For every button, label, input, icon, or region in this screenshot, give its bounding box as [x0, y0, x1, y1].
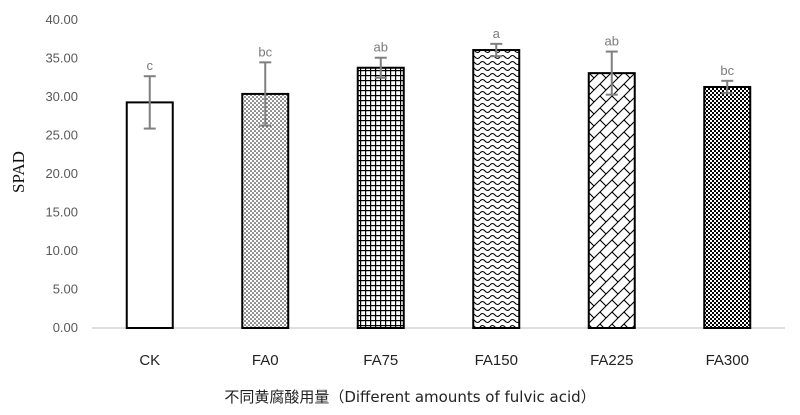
category-labels: CK FA0 FA75 FA150 FA225 FA300 [139, 352, 749, 369]
significance-letter: a [493, 26, 501, 41]
y-tick-label: 0.00 [53, 320, 78, 335]
bar-fa300 [703, 85, 752, 329]
x-tick-label: FA0 [252, 352, 279, 369]
x-tick-label: FA150 [475, 352, 518, 369]
x-tick-label: CK [139, 352, 160, 369]
significance-letter: bc [720, 63, 734, 78]
bar-fa75 [356, 66, 405, 330]
y-tick-label: 35.00 [45, 51, 78, 66]
y-tick-label: 10.00 [45, 243, 78, 258]
x-tick-label: FA75 [363, 352, 398, 369]
significance-letter: bc [258, 44, 272, 59]
y-tick-label: 15.00 [45, 205, 78, 220]
y-tick-label: 20.00 [45, 166, 78, 181]
significance-letter: c [147, 58, 154, 73]
x-axis-title: 不同黄腐酸用量（Different amounts of fulvic acid… [224, 388, 595, 406]
x-tick-label: FA225 [590, 352, 633, 369]
bars [125, 49, 752, 330]
significance-letters: c bc ab a ab bc [147, 26, 735, 78]
significance-letter: ab [605, 34, 619, 49]
y-tick-label: 40.00 [45, 12, 78, 27]
x-tick-label: FA300 [706, 352, 749, 369]
significance-letter: ab [374, 40, 388, 55]
y-axis-title: SPAD [9, 151, 28, 193]
y-axis: 0.00 5.00 10.00 15.00 20.00 25.00 30.00 35.00 40… [45, 12, 78, 335]
y-tick-label: 25.00 [45, 128, 78, 143]
y-tick-label: 5.00 [53, 282, 78, 297]
error-bars [143, 42, 734, 130]
bar-ck [125, 101, 174, 329]
bar-fa225 [587, 72, 636, 329]
bar-fa0 [241, 92, 290, 329]
bar-fa150 [472, 49, 521, 329]
y-tick-label: 30.00 [45, 89, 78, 104]
